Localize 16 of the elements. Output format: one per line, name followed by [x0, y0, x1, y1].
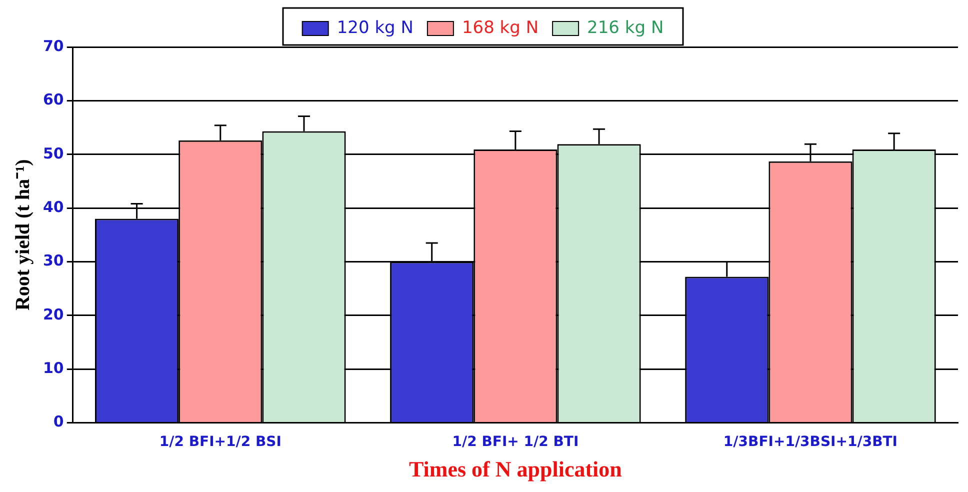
- y-tick-label: 70: [43, 36, 64, 55]
- y-tick-label: 50: [43, 144, 64, 162]
- y-tick-label: 20: [43, 305, 64, 324]
- legend-label: 216 kg N: [587, 18, 664, 38]
- legend-label: 120 kg N: [336, 18, 414, 38]
- y-tick-label: 10: [43, 359, 64, 378]
- y-tick-label: 30: [43, 252, 64, 270]
- y-axis-title: Root yield (t ha⁻¹): [12, 159, 34, 311]
- x-tick-label: 1/2 BFI+1/2 BSI: [159, 434, 282, 450]
- y-tick-label: 60: [43, 90, 64, 109]
- y-tick-label: 0: [53, 412, 64, 431]
- legend-label: 168 kg N: [462, 18, 539, 38]
- y-tick-label: 40: [43, 198, 64, 216]
- x-tick-label: 1/2 BFI+ 1/2 BTI: [452, 434, 579, 450]
- x-tick-label: 1/3BFI+1/3BSI+1/3BTI: [723, 434, 898, 450]
- x-axis-title: Times of N application: [408, 456, 622, 482]
